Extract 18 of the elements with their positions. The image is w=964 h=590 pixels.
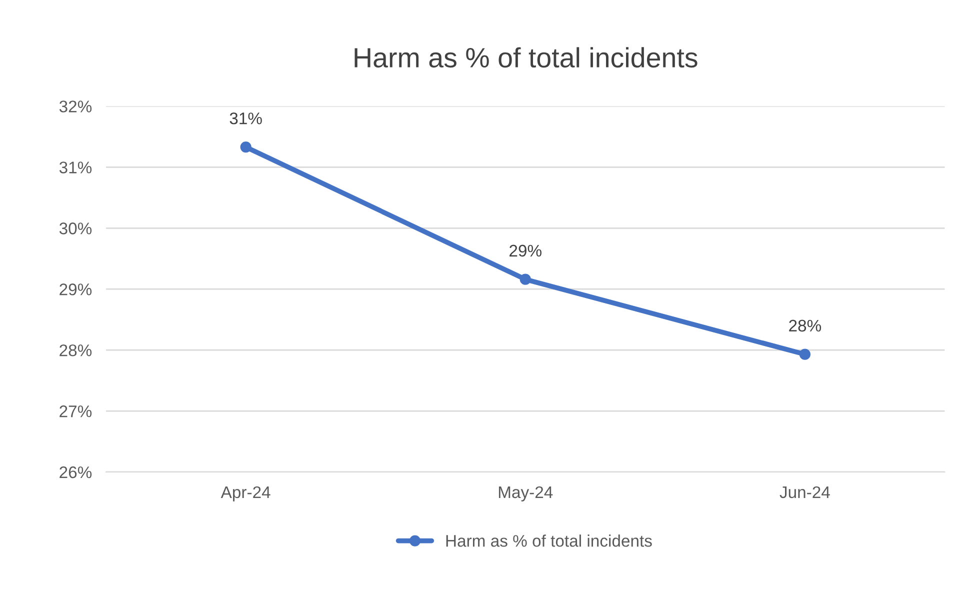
y-tick-label: 26%: [60, 466, 92, 478]
y-tick-label: 28%: [60, 344, 92, 356]
data-label: 29%: [510, 244, 542, 257]
y-tick-label: 27%: [60, 405, 92, 418]
chart-title: Harm as % of total incidents: [354, 47, 698, 68]
x-tick-label: Apr-24: [220, 486, 270, 502]
y-tick-label: 30%: [59, 222, 92, 234]
x-tick-label: Jun-24: [780, 486, 830, 498]
y-tick-label: 29%: [60, 284, 92, 296]
point: [520, 274, 531, 285]
y-tick-label: 32%: [59, 100, 92, 112]
data-label: 28%: [789, 320, 822, 332]
point: [240, 141, 252, 153]
y-tick-label: 31%: [59, 162, 92, 174]
point: [799, 348, 810, 360]
x-tick-label: May-24: [498, 486, 553, 502]
data-label: 31%: [230, 112, 262, 124]
legend-label: Harm as % of total incidents: [446, 534, 652, 547]
